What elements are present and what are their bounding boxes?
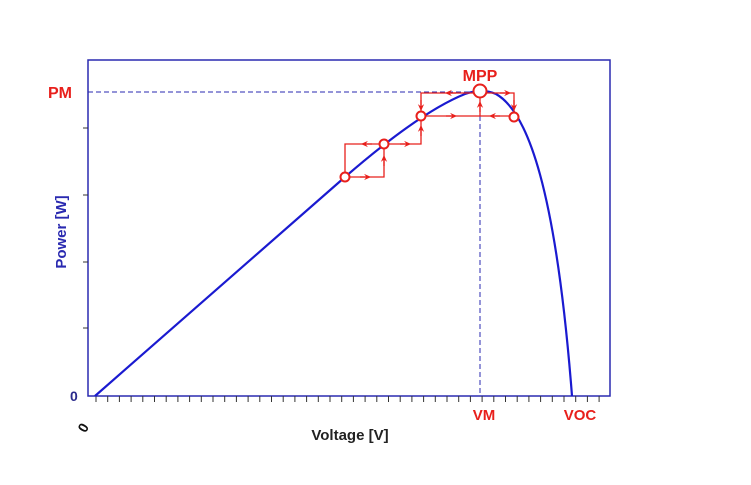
axis-ticks: [83, 127, 600, 402]
operating-point: [339, 171, 351, 183]
y-origin-label: 0: [70, 388, 78, 404]
vm-label: VM: [473, 407, 496, 424]
x-origin-label: 0: [74, 420, 92, 435]
operating-point: [378, 138, 390, 150]
mpp-label: MPP: [463, 68, 498, 85]
power-voltage-curve: [94, 89, 574, 397]
operating-points: [339, 83, 520, 183]
y-axis-label: Power [W]: [53, 195, 70, 268]
pm-label: PM: [48, 85, 72, 102]
x-axis-label: Voltage [V]: [311, 427, 388, 444]
operating-point: [415, 110, 427, 122]
operating-point: [508, 111, 520, 123]
voc-label: VOC: [564, 407, 597, 424]
mpp-point: [472, 83, 488, 99]
mppt-steps: [344, 89, 518, 181]
plot-frame: [87, 59, 611, 397]
